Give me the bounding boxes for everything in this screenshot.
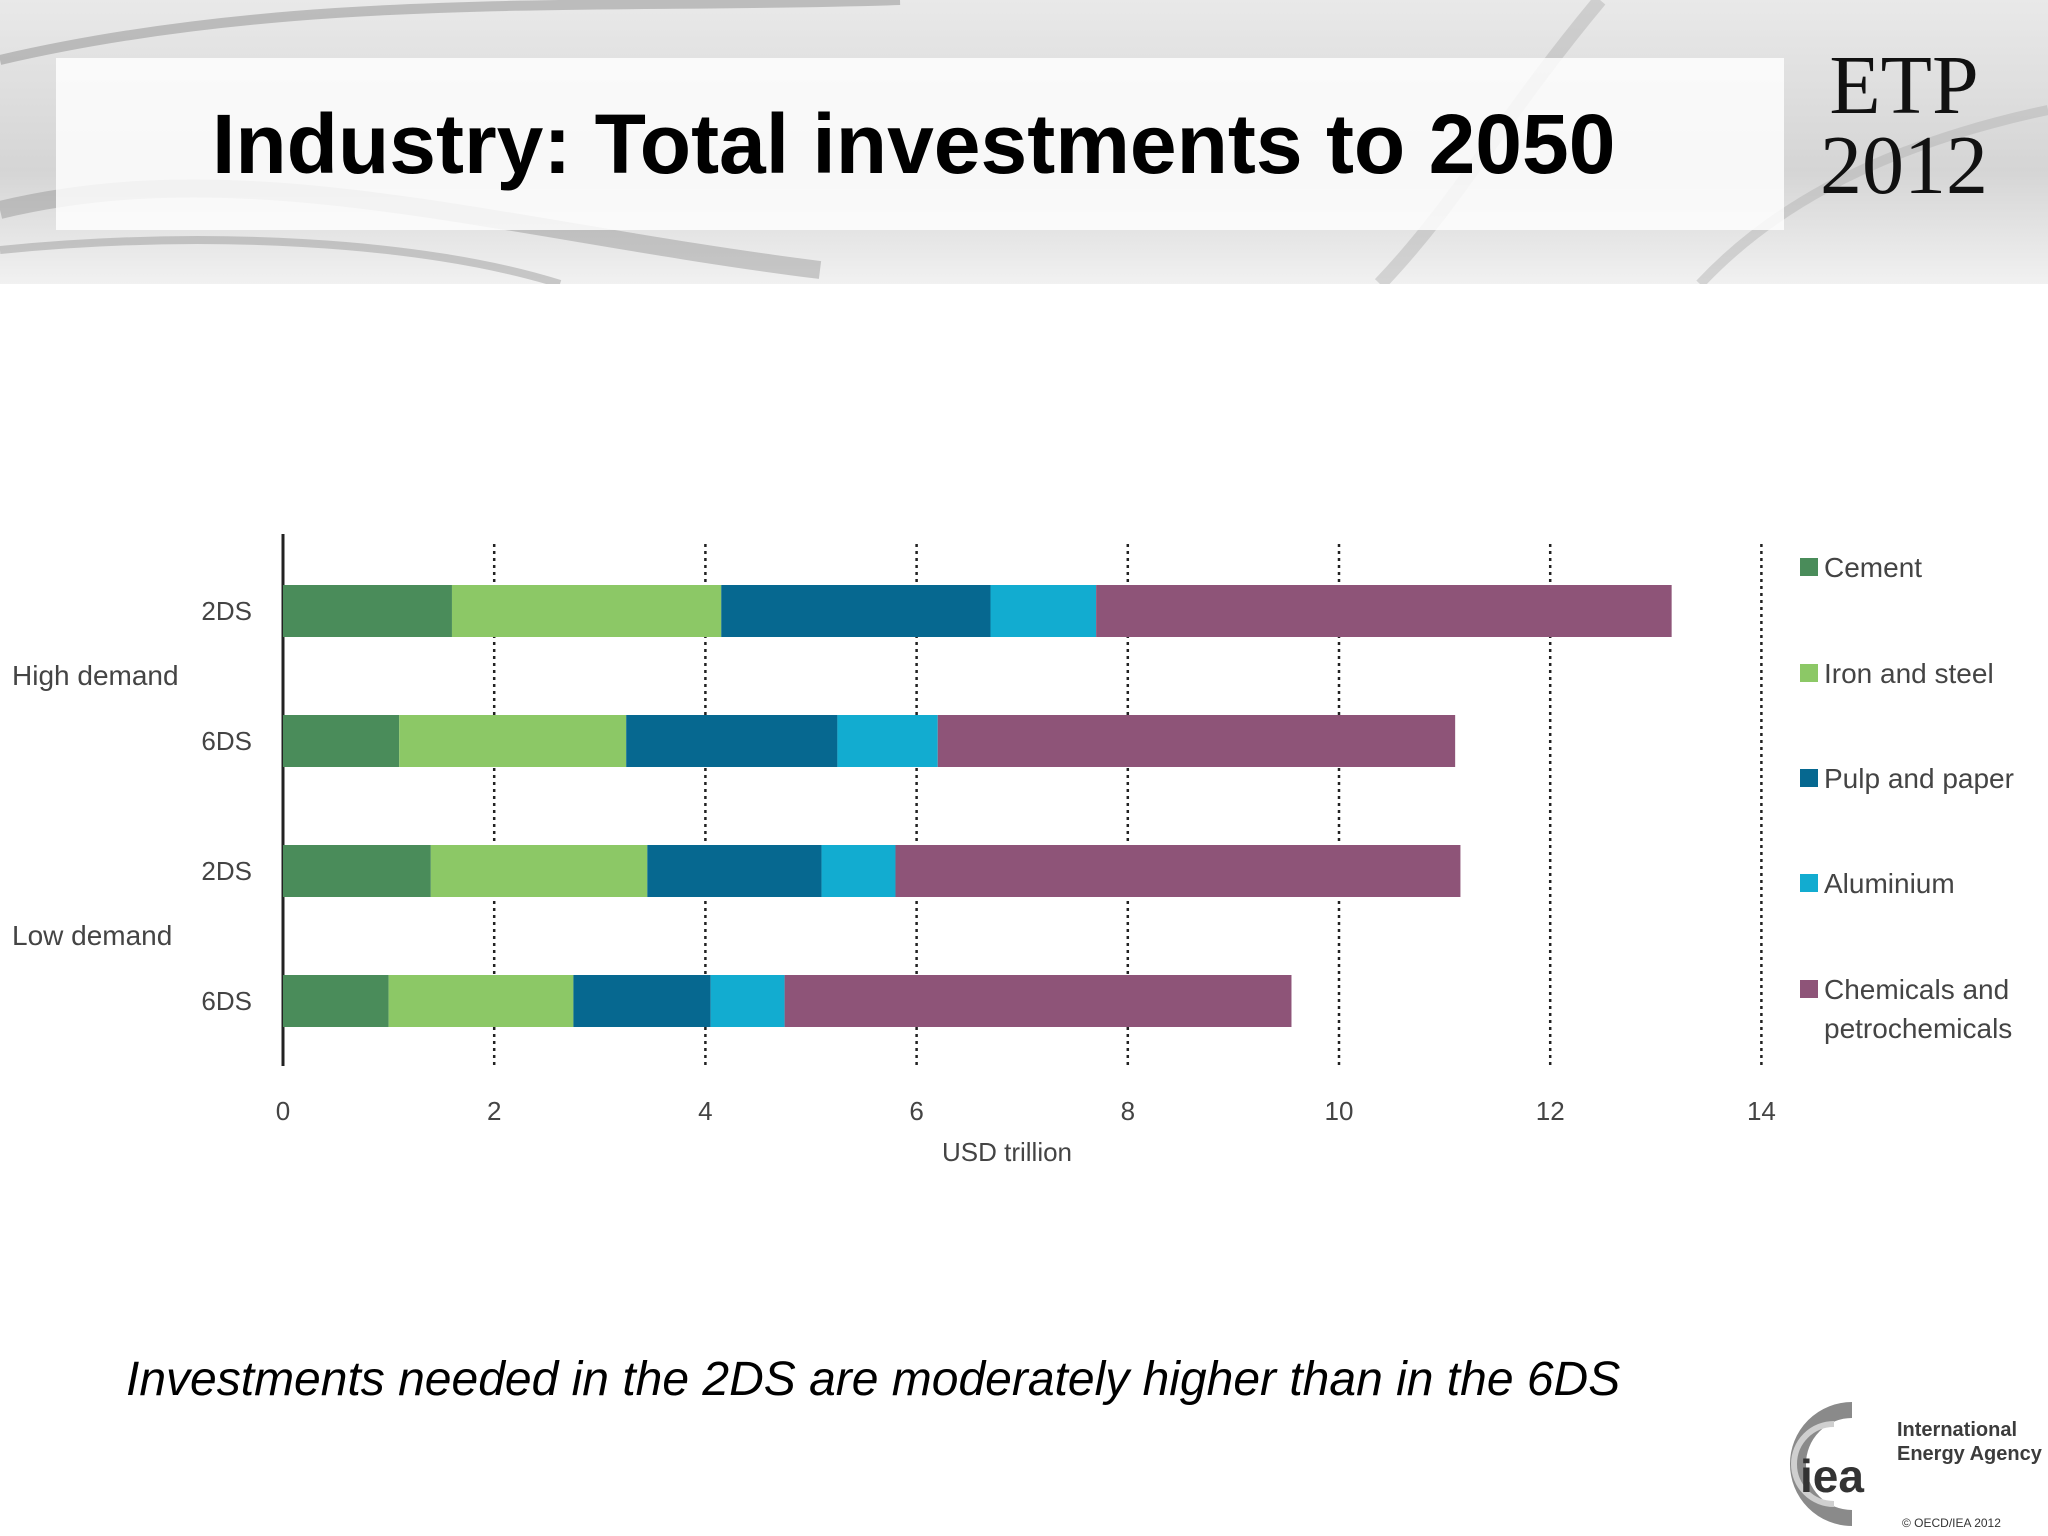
category-label: 2DS: [201, 856, 252, 886]
legend-label: Iron and steel: [1824, 658, 1994, 689]
x-tick-label: 10: [1325, 1096, 1354, 1126]
bar-segment: [721, 585, 991, 637]
etp-badge: ETP 2012: [1784, 39, 2024, 212]
x-tick-label: 8: [1121, 1096, 1135, 1126]
legend-label: Aluminium: [1824, 868, 1955, 899]
bar-segment: [626, 715, 838, 767]
iea-logo-mark: iea: [1790, 1402, 1864, 1526]
bar-segment: [399, 715, 627, 767]
bar-segment: [573, 975, 711, 1027]
bar-segment: [990, 585, 1097, 637]
legend-swatch: [1800, 558, 1818, 576]
x-tick-label: 14: [1747, 1096, 1776, 1126]
bar-segment: [283, 845, 431, 897]
legend-swatch: [1800, 664, 1818, 682]
bar-segment: [283, 975, 389, 1027]
bar-segment: [283, 585, 452, 637]
legend-swatch: [1800, 874, 1818, 892]
bar-segment: [937, 715, 1456, 767]
bar-segment: [451, 585, 722, 637]
bar-segment: [837, 715, 938, 767]
bar-segment: [647, 845, 822, 897]
investment-chart: 0 2 4 6 8 10 12 14 USD trillion 2DS 6DS 2DS 6DS High …: [12, 534, 2014, 1167]
bar-segment: [430, 845, 648, 897]
category-label: 2DS: [201, 596, 252, 626]
slide-title: Industry: Total investments to 2050: [212, 97, 1616, 191]
agency-line2: Energy Agency: [1897, 1443, 2042, 1465]
x-tick-label: 6: [909, 1096, 923, 1126]
title-panel: [56, 58, 1784, 230]
bar-segment: [283, 715, 400, 767]
x-tick-label: 2: [487, 1096, 501, 1126]
legend-label: Chemicals and: [1824, 974, 2009, 1005]
etp-badge-line1: ETP: [1829, 39, 1979, 132]
x-axis-title: USD trillion: [942, 1137, 1072, 1167]
group-label: High demand: [12, 660, 179, 691]
group-label: Low demand: [12, 920, 172, 951]
legend-swatch: [1800, 769, 1818, 787]
bar-segment: [388, 975, 574, 1027]
legend-swatch: [1800, 980, 1818, 998]
etp-badge-line2: 2012: [1820, 119, 1988, 212]
iea-logo: iea International Energy Agency: [1760, 1392, 2048, 1536]
x-tick-label: 0: [276, 1096, 290, 1126]
agency-line1: International: [1897, 1419, 2018, 1441]
agency-name: International Energy Agency: [1897, 1418, 2047, 1466]
caption: Investments needed in the 2DS are modera…: [126, 1353, 1621, 1406]
x-tick-label: 4: [698, 1096, 712, 1126]
iea-logo-text: iea: [1800, 1450, 1864, 1502]
category-label: 6DS: [201, 986, 252, 1016]
copyright: © OECD/IEA 2012: [1902, 1516, 2001, 1530]
bar-segment: [1096, 585, 1672, 637]
legend-label: Pulp and paper: [1824, 763, 2014, 794]
bar-segment: [710, 975, 785, 1027]
bar-segment: [895, 845, 1461, 897]
bar-segment: [821, 845, 896, 897]
bar-segment: [784, 975, 1292, 1027]
category-label: 6DS: [201, 726, 252, 756]
legend-label: petrochemicals: [1824, 1013, 2012, 1044]
legend-label: Cement: [1824, 552, 1922, 583]
x-tick-label: 12: [1536, 1096, 1565, 1126]
